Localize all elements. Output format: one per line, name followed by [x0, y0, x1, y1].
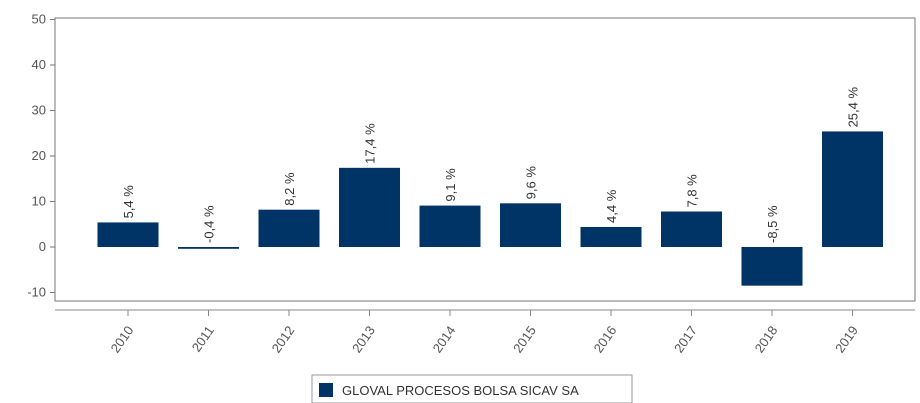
y-tick-label: 50 — [32, 12, 46, 27]
data-label-2010: 5,4 % — [121, 185, 136, 219]
bar-2016 — [580, 226, 642, 247]
x-tick-label: 2018 — [752, 323, 781, 355]
data-label-2011: -0,4 % — [202, 205, 217, 243]
data-label-2016: 4,4 % — [604, 189, 619, 223]
data-label-2012: 8,2 % — [282, 172, 297, 206]
x-tick-label: 2015 — [510, 323, 539, 355]
data-label-2015: 9,6 % — [524, 166, 539, 200]
legend-swatch — [319, 383, 333, 397]
x-tick-label: 2011 — [189, 323, 217, 355]
bar-2013 — [339, 167, 400, 247]
data-label-2017: 7,8 % — [685, 174, 700, 208]
x-tick-label: 2014 — [430, 323, 459, 355]
x-axis: 2010 2011 2012 2013 2014 2015 2016 2017 2018 2019 — [108, 310, 861, 355]
y-tick-label: 0 — [39, 239, 46, 254]
legend-box — [311, 374, 633, 403]
bar-2019 — [822, 131, 883, 247]
data-label-2019: 25,4 % — [846, 87, 861, 128]
data-label-2018: -8,5 % — [765, 205, 780, 243]
y-tick-label: -10 — [27, 285, 46, 300]
y-axis: -10 0 10 20 30 40 50 — [27, 12, 55, 300]
bar-2017 — [661, 211, 722, 247]
x-tick-label: 2010 — [108, 323, 137, 355]
x-tick-label: 2013 — [349, 323, 378, 355]
y-tick-label: 20 — [32, 148, 46, 163]
bar-2018 — [741, 247, 803, 286]
bar-2015 — [500, 203, 561, 247]
data-label-2014: 9,1 % — [443, 168, 458, 202]
y-tick-label: 10 — [32, 194, 46, 209]
x-tick-label: 2016 — [591, 323, 620, 355]
x-tick-label: 2019 — [832, 323, 861, 355]
bar-2012 — [258, 209, 320, 247]
x-tick-label: 2012 — [269, 323, 298, 355]
legend: GLOVAL PROCESOS BOLSA SICAV SA — [311, 374, 633, 403]
legend-label: GLOVAL PROCESOS BOLSA SICAV SA — [342, 383, 579, 398]
plot-frame — [54, 17, 916, 302]
bar-2014 — [419, 205, 481, 247]
x-tick-label: 2017 — [671, 323, 700, 355]
bar-2011 — [178, 247, 239, 249]
y-tick-label: 30 — [32, 103, 46, 118]
bar-series — [97, 131, 883, 286]
data-labels: 5,4 % -0,4 % 8,2 % 17,4 % 9,1 % 9,6 % 4,4 % 7,8… — [121, 87, 861, 243]
data-label-2013: 17,4 % — [363, 123, 378, 164]
y-tick-label: 40 — [32, 57, 46, 72]
bar-2010 — [97, 222, 159, 247]
